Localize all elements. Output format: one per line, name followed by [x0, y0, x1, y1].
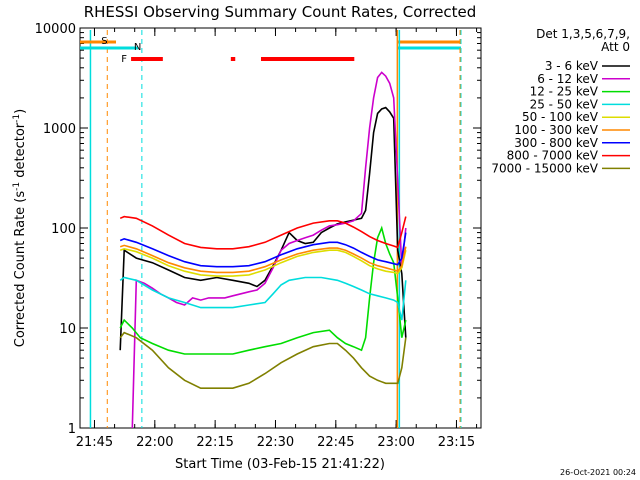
legend-label: 7000 - 15000 keV — [491, 161, 598, 175]
legend-header-1: Det 1,3,5,6,7,9, — [536, 27, 630, 41]
x-tick-label: 23:15 — [438, 435, 475, 450]
legend-header-2: Att 0 — [601, 40, 630, 54]
legend-label: 6 - 12 keV — [537, 72, 599, 86]
timestamp: 26-Oct-2021 00:24 — [560, 468, 636, 477]
chart-title: RHESSI Observing Summary Count Rates, Co… — [84, 3, 477, 21]
series — [119, 71, 407, 429]
x-tick-label: 22:30 — [257, 435, 294, 450]
series-line-0 — [119, 106, 407, 351]
x-axis-label: Start Time (03-Feb-15 21:41:22) — [175, 457, 385, 472]
y-axis-label-b: detector — [13, 122, 28, 182]
y-axis-label: Corrected Count Rate (s-1 detector-1) — [12, 109, 28, 347]
marker-label-s: S — [101, 36, 107, 47]
legend-label: 12 - 25 keV — [530, 85, 599, 99]
x-tick-label: 22:15 — [196, 435, 233, 450]
legend-label: 25 - 50 keV — [530, 97, 599, 111]
x-axis: 21:45 22:00 22:15 22:30 22:45 23:00 23:15 — [76, 28, 478, 450]
legend-label: 100 - 300 keV — [514, 123, 598, 137]
series-line-5 — [119, 244, 407, 274]
series-line-4 — [119, 247, 407, 277]
y-tick-label: 10000 — [35, 22, 76, 37]
y-axis: 1 10 100 1000 10000 — [35, 22, 481, 437]
y-axis-label-sup2: -1 — [12, 114, 22, 123]
y-tick-label: 1 — [68, 422, 76, 437]
series-line-8 — [119, 331, 407, 390]
y-axis-label-sup1: -1 — [12, 182, 22, 191]
legend-label: 50 - 100 keV — [522, 110, 599, 124]
series-line-1 — [131, 71, 407, 429]
series-line-3 — [119, 276, 407, 321]
legend-label: 800 - 7000 keV — [507, 149, 599, 163]
y-tick-label: 10 — [59, 322, 76, 337]
marker-label-f: F — [121, 54, 127, 65]
markers: S NF — [80, 30, 462, 428]
legend-label: 300 - 800 keV — [514, 136, 598, 150]
marker-label-n: N — [134, 42, 141, 53]
y-axis-label-close: ) — [13, 109, 28, 114]
plot-frame — [79, 27, 482, 429]
x-tick-label: 21:45 — [76, 435, 113, 450]
series-line-6 — [119, 232, 407, 268]
series-line-7 — [119, 215, 407, 250]
y-tick-label: 1000 — [43, 122, 76, 137]
y-axis-label-a: Corrected Count Rate (s — [13, 191, 28, 348]
y-tick-label: 100 — [51, 222, 76, 237]
x-tick-label: 23:00 — [377, 435, 414, 450]
x-tick-label: 22:00 — [136, 435, 173, 450]
legend-label: 3 - 6 keV — [545, 59, 599, 73]
x-tick-label: 22:45 — [317, 435, 354, 450]
